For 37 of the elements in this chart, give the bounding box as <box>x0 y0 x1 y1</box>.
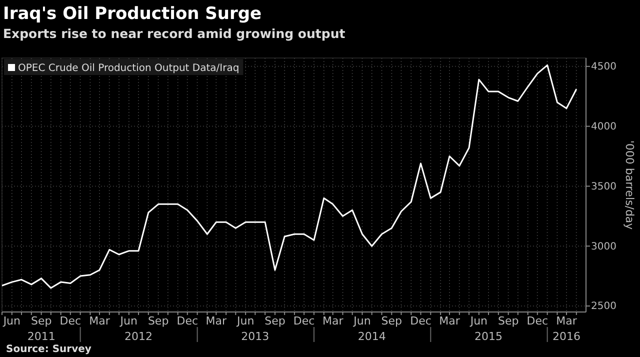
legend-label: OPEC Crude Oil Production Output Data/Iraq <box>18 63 240 74</box>
x2-tick-label: 2012 <box>124 330 152 343</box>
x-tick-label: Jun <box>2 314 21 328</box>
chart-subtitle: Exports rise to near record amid growing output <box>3 26 346 41</box>
x2-tick-label: 2015 <box>474 330 503 343</box>
y-axis-title: '000 barrels/day <box>623 140 636 230</box>
x-tick-label: Sep <box>148 314 169 328</box>
x-tick-label: Sep <box>264 314 286 328</box>
chart-title: Iraq's Oil Production Surge <box>3 4 262 24</box>
x-tick-label: Jun <box>352 314 371 328</box>
y-tick-label: 3500 <box>591 181 616 192</box>
y-tick-label: 3000 <box>591 241 616 252</box>
source-note: Source: Survey <box>6 344 92 355</box>
x-tick-label: Mar <box>439 314 460 328</box>
x-tick-label: Jun <box>119 314 138 328</box>
line-series <box>1 64 578 289</box>
x-tick-label: Dec <box>526 314 548 328</box>
x-tick-label: Mar <box>322 314 344 328</box>
x-tick-label: Dec <box>410 314 432 328</box>
x-tick-label: Jun <box>469 314 488 328</box>
x-tick-label: Jun <box>236 314 254 328</box>
x-tick-label: Dec <box>176 314 198 328</box>
x-tick-label: Sep <box>381 314 402 328</box>
x2-tick-label: 2011 <box>27 330 56 343</box>
x-tick-label: Sep <box>30 314 52 328</box>
x-tick-label: Mar <box>556 314 578 328</box>
x-tick-label: Mar <box>89 314 110 328</box>
x-tick-label: Dec <box>293 314 315 328</box>
x2-tick-label: 2013 <box>241 330 270 343</box>
x-tick-label: Sep <box>498 314 519 328</box>
x-tick-label: Mar <box>206 314 228 328</box>
x2-tick-label: 2016 <box>552 330 580 343</box>
y-tick-label: 4000 <box>591 121 616 132</box>
y-tick-label: 4500 <box>591 62 616 73</box>
x-tick-label: Dec <box>60 314 82 328</box>
y-tick-label: 2500 <box>591 301 616 312</box>
x2-tick-label: 2014 <box>358 330 386 343</box>
